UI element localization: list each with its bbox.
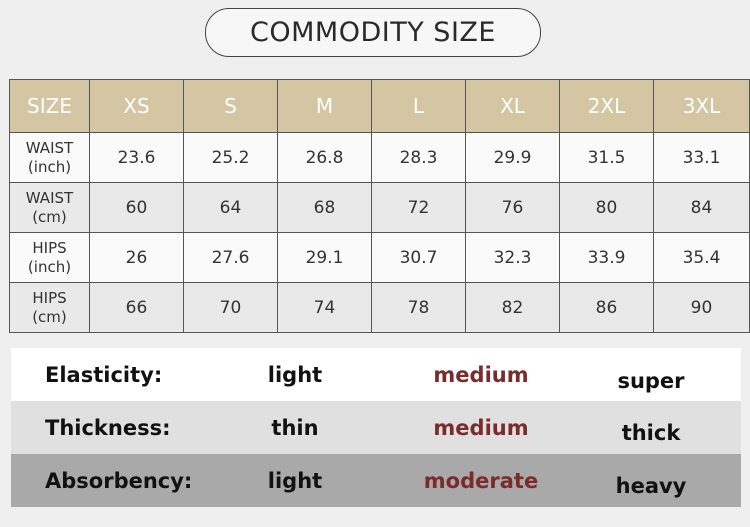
cell: 68 [277,182,372,233]
cell: 64 [183,182,278,233]
property-option: light [267,362,323,387]
property-option: medium [433,362,529,387]
row-label: WAIST (inch) [9,132,90,183]
property-option: super [617,368,685,393]
header-cell: 3XL [653,79,750,133]
cell: 27.6 [183,232,278,283]
row-label: HIPS (cm) [9,282,90,333]
cell: 23.6 [89,132,184,183]
header-row: SIZE XS S M L XL 2XL 3XL [9,79,750,133]
cell: 29.9 [465,132,560,183]
cell: 84 [653,182,750,233]
cell: 76 [465,182,560,233]
property-label: Thickness: [45,415,171,440]
row-label: HIPS (inch) [9,232,90,283]
property-row: Absorbency: light moderate heavy [11,454,741,507]
property-row: Thickness: thin medium thick [11,401,741,454]
header-cell: XS [89,79,184,133]
cell: 66 [89,282,184,333]
cell: 82 [465,282,560,333]
table-row: HIPS (inch) 26 27.6 29.1 30.7 32.3 33.9 35.4 [9,232,750,283]
cell: 80 [559,182,654,233]
cell: 86 [559,282,654,333]
cell: 72 [371,182,466,233]
table-row: HIPS (cm) 66 70 74 78 82 86 90 [9,282,750,333]
cell: 33.9 [559,232,654,283]
cell: 29.1 [277,232,372,283]
row-label-line: (cm) [32,207,67,226]
cell: 32.3 [465,232,560,283]
header-cell: 2XL [559,79,654,133]
row-label-line: (cm) [32,307,67,326]
cell: 28.3 [371,132,466,183]
property-option: light [267,468,323,493]
cell: 60 [89,182,184,233]
table-row: WAIST (cm) 60 64 68 72 76 80 84 [9,182,750,233]
property-option: moderate [423,468,539,493]
row-label: WAIST (cm) [9,182,90,233]
property-option: thick [621,420,681,445]
cell: 25.2 [183,132,278,183]
cell: 33.1 [653,132,750,183]
table-row: WAIST (inch) 23.6 25.2 26.8 28.3 29.9 31.5 33.1 [9,132,750,183]
property-label: Elasticity: [45,362,163,387]
cell: 26 [89,232,184,283]
row-label-line: (inch) [27,157,72,176]
header-cell: L [371,79,466,133]
cell: 30.7 [371,232,466,283]
property-row: Elasticity: light medium super [11,348,741,401]
property-option: heavy [615,473,687,498]
row-label-line: HIPS [32,288,67,307]
cell: 90 [653,282,750,333]
cell: 74 [277,282,372,333]
cell: 70 [183,282,278,333]
cell: 35.4 [653,232,750,283]
cell: 78 [371,282,466,333]
property-option: medium [433,415,529,440]
header-cell: M [277,79,372,133]
property-option: thin [271,415,319,440]
header-cell: SIZE [9,79,90,133]
size-table: SIZE XS S M L XL 2XL 3XL WAIST (inch) 23.6 25.2 26.8… [9,79,750,333]
header-cell: XL [465,79,560,133]
properties: Elasticity: light medium super Thickness: thi… [11,348,741,507]
row-label-line: HIPS [32,238,67,257]
title: COMMODITY SIZE [205,8,541,57]
header-cell: S [183,79,278,133]
row-label-line: (inch) [27,257,72,276]
cell: 26.8 [277,132,372,183]
property-label: Absorbency: [45,468,193,493]
row-label-line: WAIST [25,138,74,157]
row-label-line: WAIST [25,188,74,207]
cell: 31.5 [559,132,654,183]
